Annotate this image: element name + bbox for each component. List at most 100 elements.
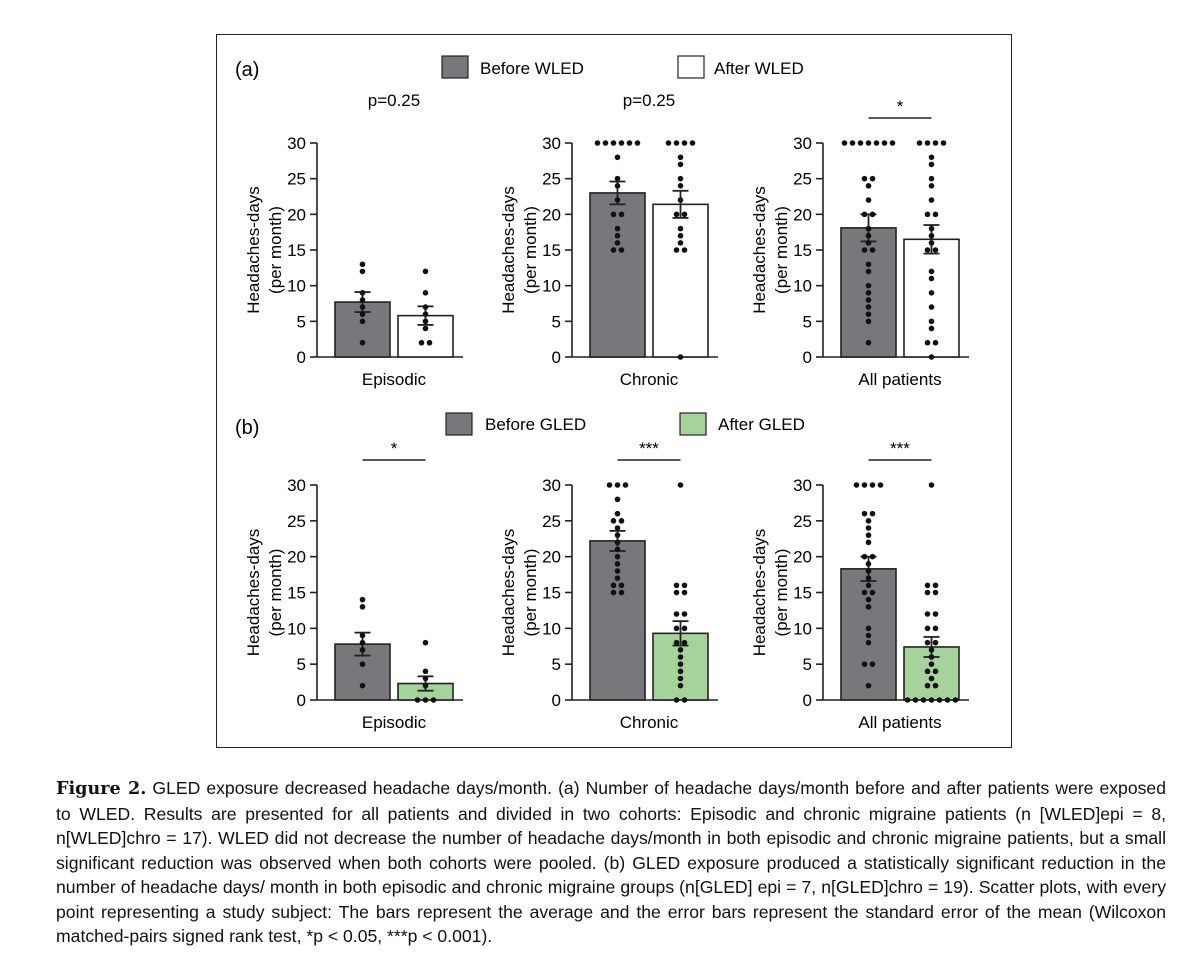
y-tick-label: 25 xyxy=(287,170,306,189)
data-point xyxy=(865,183,872,189)
data-point xyxy=(618,140,625,146)
series-after-wled xyxy=(903,140,960,360)
y-tick-label: 20 xyxy=(542,205,561,224)
data-point xyxy=(681,140,688,146)
legend-swatch-after-wled xyxy=(677,55,705,79)
data-point xyxy=(849,140,856,146)
data-point xyxy=(928,197,935,203)
data-point xyxy=(359,639,366,646)
data-point xyxy=(932,582,939,589)
data-point xyxy=(861,247,868,253)
y-tick-label: 15 xyxy=(542,241,561,260)
data-point xyxy=(614,232,621,239)
y-tick-label: 25 xyxy=(542,512,561,531)
y-tick-label: 30 xyxy=(542,476,561,495)
data-point xyxy=(422,290,429,296)
y-tick-label: 0 xyxy=(552,348,561,367)
data-point xyxy=(677,240,684,246)
data-point xyxy=(426,339,433,346)
x-axis-label: Episodic xyxy=(362,370,427,389)
data-point xyxy=(359,339,366,346)
data-point xyxy=(677,647,684,653)
data-point xyxy=(359,647,366,653)
y-axis-label: (per month) xyxy=(772,549,791,637)
data-point xyxy=(677,161,684,168)
data-point xyxy=(865,596,872,603)
legend-label-before-wled: Before WLED xyxy=(480,59,584,78)
y-axis-label: Headaches-days xyxy=(244,529,263,657)
data-point xyxy=(359,297,366,303)
data-point xyxy=(869,510,876,517)
data-point xyxy=(932,611,939,617)
y-tick-label: 10 xyxy=(793,619,812,638)
legend-label-after-wled: After WLED xyxy=(714,59,804,78)
data-point xyxy=(928,232,935,239)
data-point xyxy=(673,211,680,218)
data-point xyxy=(614,510,621,517)
y-tick-label: 15 xyxy=(287,241,306,260)
data-point xyxy=(677,482,684,488)
data-point xyxy=(932,140,939,146)
data-point xyxy=(861,482,868,488)
data-point xyxy=(932,589,939,596)
data-point xyxy=(952,697,959,703)
data-point xyxy=(359,682,366,689)
data-point xyxy=(422,268,429,275)
bar xyxy=(589,540,646,701)
data-point xyxy=(626,140,633,146)
y-tick-label: 20 xyxy=(793,205,812,224)
y-tick-label: 5 xyxy=(803,312,812,331)
legend-swatch-before-gled xyxy=(445,412,473,436)
data-point xyxy=(861,211,868,218)
y-tick-label: 30 xyxy=(793,134,812,153)
data-point xyxy=(359,268,366,275)
data-point xyxy=(932,625,939,632)
bar xyxy=(903,238,960,358)
significance-label: p=0.25 xyxy=(368,91,420,110)
data-point xyxy=(359,290,366,296)
data-point xyxy=(877,482,884,488)
data-point xyxy=(924,589,931,596)
data-point xyxy=(614,539,621,546)
data-point xyxy=(614,561,621,567)
data-point xyxy=(928,225,935,232)
data-point xyxy=(928,183,935,189)
data-point xyxy=(677,661,684,667)
data-point xyxy=(618,211,625,218)
data-point xyxy=(928,661,935,667)
data-point xyxy=(359,318,366,325)
data-point xyxy=(865,311,872,318)
data-point xyxy=(865,261,872,268)
data-point xyxy=(924,339,931,346)
data-point xyxy=(677,154,684,161)
data-point xyxy=(865,225,872,232)
panel-a-label: (a) xyxy=(235,59,259,81)
y-tick-label: 10 xyxy=(793,277,812,296)
data-point xyxy=(673,625,680,632)
data-point xyxy=(865,682,872,689)
data-point xyxy=(924,639,931,646)
data-point xyxy=(924,582,931,589)
data-point xyxy=(673,611,680,617)
data-point xyxy=(928,697,935,703)
data-point xyxy=(677,675,684,682)
data-point xyxy=(610,589,617,596)
data-point xyxy=(861,553,868,560)
data-point xyxy=(673,247,680,253)
data-point xyxy=(422,675,429,682)
data-point xyxy=(422,318,429,325)
y-tick-label: 10 xyxy=(287,277,306,296)
series-before-gled xyxy=(840,482,897,701)
series-before-gled xyxy=(334,596,391,701)
legend-panel-a: Before WLED After WLED xyxy=(441,55,804,79)
series-after-wled xyxy=(652,140,709,360)
chart-b-all-patients: 0 5 10 15 20 25 30 Headaches-days (per month) All… xyxy=(750,439,969,732)
legend-panel-b: Before GLED After GLED xyxy=(445,412,805,436)
data-point xyxy=(614,482,621,488)
data-point xyxy=(928,240,935,246)
x-axis-label: Chronic xyxy=(620,713,679,732)
y-tick-label: 25 xyxy=(793,170,812,189)
data-point xyxy=(673,589,680,596)
data-point xyxy=(932,682,939,689)
data-point xyxy=(677,183,684,189)
